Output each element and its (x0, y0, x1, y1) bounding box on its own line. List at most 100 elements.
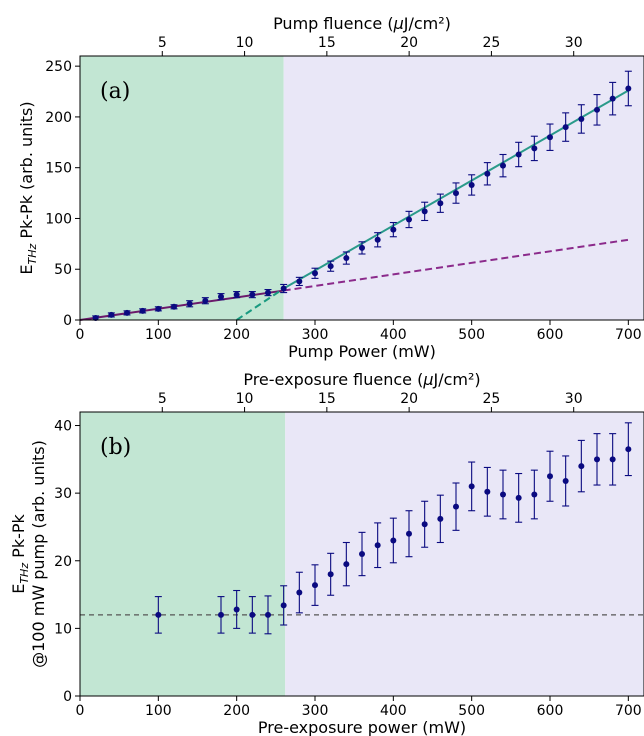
data-marker (218, 611, 224, 618)
data-marker (374, 236, 381, 243)
data-point (311, 267, 319, 279)
data-marker (468, 483, 475, 490)
panel-a-data-points (92, 70, 632, 321)
data-point (280, 283, 288, 294)
data-marker (186, 300, 193, 307)
data-point (483, 466, 491, 517)
data-point (248, 596, 256, 634)
data-point (248, 291, 256, 299)
y-tick-label: 0 (63, 313, 72, 329)
data-marker (296, 589, 303, 596)
data-point (374, 522, 382, 569)
data-marker (265, 289, 271, 296)
data-marker (390, 226, 397, 233)
data-point (436, 494, 444, 544)
data-marker (296, 278, 303, 285)
data-marker (547, 473, 553, 480)
data-marker (500, 491, 506, 498)
data-point (577, 439, 585, 493)
data-point (186, 300, 194, 308)
data-marker (484, 488, 491, 495)
data-marker (437, 515, 444, 522)
panel-a: 0 100 200 300 400 500 600 700 0 50 100 150 200 250 5 10… (17, 14, 644, 361)
panel-a-plot-frame (79, 55, 644, 321)
top-tick-label: 10 (236, 35, 254, 51)
data-point (233, 589, 241, 629)
data-point (170, 303, 178, 310)
data-point (233, 291, 241, 299)
panel-b-data-points (154, 422, 632, 635)
data-marker (625, 446, 632, 453)
data-marker (453, 503, 459, 510)
data-point (201, 297, 209, 305)
data-point (107, 311, 115, 318)
x-tick-label: 100 (145, 703, 172, 719)
x-tick-label: 500 (458, 327, 485, 343)
data-point (593, 433, 601, 486)
data-marker (280, 602, 287, 609)
data-point (358, 531, 366, 577)
data-marker (249, 611, 256, 618)
x-tick-label: 0 (76, 703, 85, 719)
x-tick-label: 700 (615, 327, 642, 343)
data-point (295, 276, 303, 287)
data-point (562, 455, 570, 507)
panel-b-x-axis-label: Pre-exposure power (mW) (258, 718, 466, 736)
data-marker (531, 491, 538, 498)
top-tick-label: 20 (400, 35, 418, 51)
data-point (562, 112, 570, 142)
y-tick-label: 0 (63, 689, 72, 705)
data-marker (421, 521, 428, 528)
data-marker (468, 181, 475, 188)
x-tick-label: 0 (76, 327, 85, 343)
data-point (342, 541, 350, 587)
data-point (358, 241, 366, 255)
top-tick-label: 30 (565, 391, 583, 407)
data-marker (233, 606, 240, 613)
panel-b-top-axis-label: Pre-exposure fluence (μJ/cm²) (243, 370, 480, 389)
data-marker (515, 151, 522, 158)
data-point (154, 596, 162, 634)
y-axis-label-line: ETHz Pk-Pk (9, 513, 31, 593)
fit-line-2 (283, 238, 629, 292)
x-tick-label: 500 (458, 703, 485, 719)
x-tick-label: 300 (302, 327, 329, 343)
data-point (483, 162, 491, 186)
panel-b-y-axis-label: ETHz Pk-Pk@100 mW pump (arb. units) (9, 440, 48, 668)
data-marker (92, 314, 99, 321)
data-point (311, 564, 319, 606)
x-tick-label: 100 (145, 327, 172, 343)
fit-line-4 (236, 287, 285, 321)
data-point (452, 482, 460, 531)
data-point (530, 469, 538, 520)
data-point (499, 469, 507, 520)
data-marker (155, 611, 162, 618)
y-tick-label: 100 (45, 211, 72, 227)
y-tick-label: 50 (54, 262, 72, 278)
data-marker (625, 85, 632, 92)
panel-b-shaded-region-low (80, 412, 286, 696)
top-tick-label: 15 (318, 35, 336, 51)
data-point (280, 585, 288, 626)
data-point (515, 141, 523, 168)
data-marker (421, 208, 428, 215)
data-point (609, 81, 617, 116)
data-marker (327, 571, 334, 578)
data-point (421, 201, 429, 222)
data-point (327, 552, 335, 596)
x-tick-label: 600 (537, 327, 564, 343)
y-tick-label: 10 (54, 621, 72, 637)
x-tick-label: 700 (615, 703, 642, 719)
data-marker (390, 537, 397, 544)
data-marker (312, 270, 318, 277)
data-marker (124, 309, 130, 316)
y-axis-label-line: @100 mW pump (arb. units) (29, 440, 48, 668)
top-tick-label: 25 (483, 391, 501, 407)
data-marker (343, 255, 350, 262)
data-point (342, 251, 350, 265)
data-marker (108, 311, 115, 318)
x-tick-label: 200 (223, 327, 250, 343)
top-tick-label: 5 (158, 391, 167, 407)
panel-a-shaded-region-low (80, 56, 284, 320)
